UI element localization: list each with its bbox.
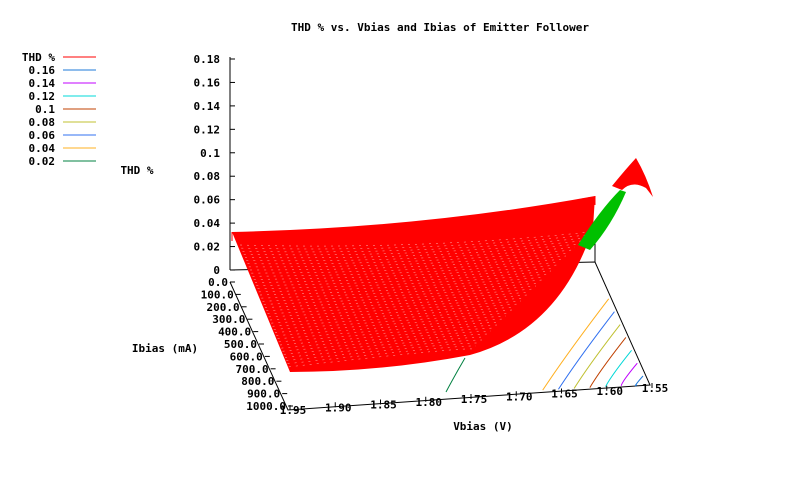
surface-grid-line: [287, 345, 477, 364]
surface-grid-line: [259, 279, 543, 296]
surface-grid-line: [243, 240, 582, 256]
surface-grid-line: [266, 294, 528, 311]
y-tick-label: 500.0: [224, 338, 257, 351]
x-tick-label: 1.90: [325, 401, 352, 414]
legend-label: 0.04: [29, 142, 56, 155]
surface-grid-line: [269, 303, 519, 321]
y-axis-label: Ibias (mA): [132, 342, 198, 355]
legend-label: 0.1: [35, 103, 55, 116]
legend-label: 0.06: [29, 129, 56, 142]
z-tick-label: 0.18: [194, 53, 221, 66]
z-tick-label: 0.16: [194, 76, 221, 89]
z-tick-label: 0: [213, 264, 220, 277]
chart-title: THD % vs. Vbias and Ibias of Emitter Fol…: [291, 21, 589, 34]
legend-label: 0.02: [29, 155, 56, 168]
legend-label: 0.08: [29, 116, 56, 129]
surface-grid-line: [257, 273, 549, 289]
y-tick-label: 200.0: [206, 301, 239, 314]
surface-grid-line: [267, 297, 525, 314]
z-tick-label: 0.08: [194, 170, 221, 183]
surface-grid-line: [254, 267, 555, 283]
surface-grid-line: [286, 342, 480, 361]
surface-grid-line: [271, 306, 516, 324]
legend-label: 0.12: [29, 90, 56, 103]
z-axis-label: THD %: [120, 164, 153, 177]
surface-grid-line: [248, 252, 570, 268]
surface-grid-line: [246, 246, 576, 262]
x-tick-label: 1.70: [506, 390, 533, 403]
z-tick-label: 0.14: [194, 100, 221, 113]
contour-line-0-12: [605, 349, 632, 387]
z-tick-label: 0.1: [200, 147, 220, 160]
surface-grid-line: [276, 318, 504, 336]
surface-grid-line: [262, 285, 537, 302]
z-tick-label: 0.02: [194, 241, 221, 254]
legend-label: THD %: [22, 51, 55, 64]
x-tick-label: 1.95: [280, 404, 307, 417]
contour-line-0-02: [445, 357, 466, 393]
surface-grid-line: [278, 324, 498, 343]
surface-grid-line: [261, 282, 540, 299]
surface-grid-line: [284, 339, 483, 358]
surface-grid-line: [268, 300, 522, 318]
x-tick-label: 1.55: [642, 382, 669, 395]
surface-grid-line: [249, 255, 567, 271]
y-tick-label: 0.0: [208, 276, 228, 289]
y-tick-label: 700.0: [235, 363, 268, 376]
surface-grid-line: [263, 288, 534, 305]
y-tick-label: 900.0: [247, 388, 280, 401]
y-tick-label: 100.0: [201, 288, 234, 301]
contour-line-0-06: [558, 311, 615, 390]
x-axis-label: Vbias (V): [453, 420, 513, 433]
contour-line-0-04: [542, 298, 610, 391]
y-tick-label: 300.0: [212, 313, 245, 326]
surface-green-band: [578, 190, 626, 250]
y-tick-label: 600.0: [230, 350, 263, 363]
x-tick-label: 1.80: [416, 396, 443, 409]
contour-line-0-16: [635, 375, 644, 387]
y-tick-label: 1000.0: [246, 400, 286, 413]
x-tick-label: 1.65: [551, 388, 578, 401]
surface-grid-line: [252, 261, 561, 277]
surface-mesh: [232, 196, 595, 372]
legend-label: 0.14: [29, 77, 56, 90]
contour-line-0-14: [620, 362, 638, 386]
z-tick-label: 0.06: [194, 194, 221, 207]
x-tick-label: 1.85: [370, 399, 397, 412]
y-tick-label: 800.0: [241, 375, 274, 388]
surface-grid-line: [258, 276, 546, 293]
surface-peak: [612, 158, 653, 197]
x-tick-label: 1.75: [461, 393, 488, 406]
z-tick-label: 0.04: [194, 217, 221, 230]
z-tick-label: 0.12: [194, 123, 221, 136]
surface-grid-line: [241, 234, 588, 250]
surface-grid-line: [242, 237, 585, 253]
surface-grid-line: [256, 270, 552, 286]
surface-grid-line: [264, 291, 531, 308]
contour-line-0-1: [589, 337, 627, 388]
y-tick-label: 400.0: [218, 326, 251, 339]
contour-line-0-08: [573, 324, 621, 389]
legend-label: 0.16: [29, 64, 56, 77]
surface-grid-line: [273, 312, 510, 330]
x-tick-label: 1.60: [597, 385, 624, 398]
